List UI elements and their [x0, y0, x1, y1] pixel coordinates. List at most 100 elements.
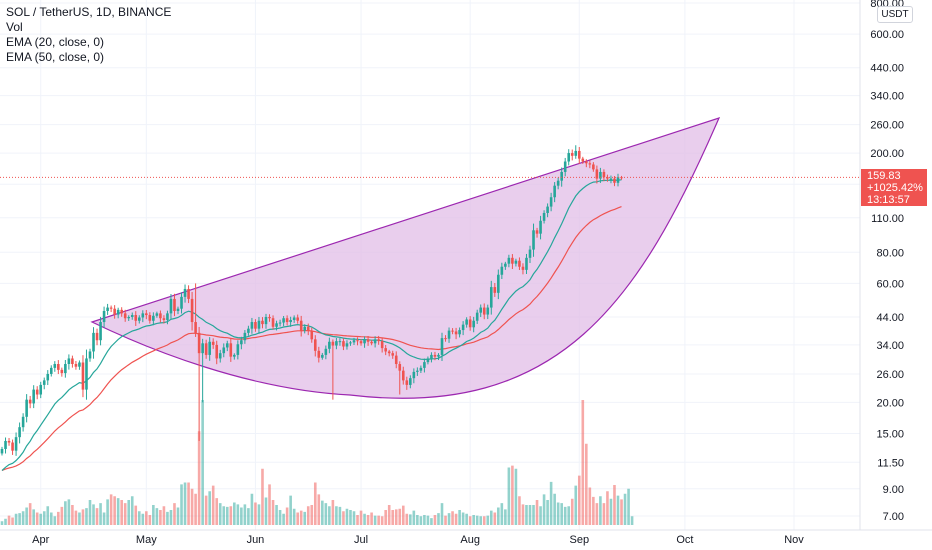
candle-body: [458, 330, 461, 335]
candle-body: [303, 326, 307, 331]
candle-body: [461, 324, 465, 331]
candle-body: [539, 220, 542, 234]
candle-body: [342, 341, 345, 347]
candle-body: [53, 364, 57, 368]
candle-body: [240, 340, 243, 345]
volume-bars: [0, 400, 634, 525]
volume-bar: [606, 491, 609, 525]
candle-body: [116, 309, 120, 315]
candle-body: [518, 260, 521, 267]
candle-body: [190, 298, 194, 323]
volume-bar: [324, 503, 328, 525]
candle-body: [394, 355, 398, 365]
volume-bar: [525, 505, 528, 525]
rounding-bottom-pattern[interactable]: [90, 117, 721, 399]
volume-bar: [141, 513, 145, 525]
candle-body: [152, 315, 155, 321]
currency-button[interactable]: USDT: [877, 6, 913, 23]
ema20-indicator-label[interactable]: EMA (20, close, 0): [6, 35, 105, 49]
volume-bar: [67, 499, 71, 525]
volume-bar: [60, 506, 64, 525]
candle-body: [285, 318, 289, 323]
candle-body: [356, 340, 359, 342]
candle-body: [363, 339, 366, 344]
candle-body: [39, 384, 43, 395]
volume-bar: [11, 517, 14, 525]
volume-bar: [21, 511, 25, 525]
volume-bar: [409, 514, 412, 525]
ema50-indicator-label[interactable]: EMA (50, close, 0): [6, 50, 105, 64]
volume-bar: [482, 516, 486, 525]
candle-body: [581, 158, 585, 162]
volume-bar: [451, 511, 454, 525]
volume-bar: [574, 485, 578, 525]
volume-bar: [599, 496, 602, 525]
candle-body: [595, 169, 599, 179]
volume-bar: [211, 485, 215, 525]
candle-body: [85, 358, 88, 390]
volume-bar: [236, 504, 240, 525]
candle-body: [57, 364, 60, 370]
candle-body: [504, 263, 507, 267]
candle-body: [173, 298, 176, 312]
candle-body: [296, 317, 299, 321]
volume-bar: [479, 516, 483, 525]
y-tick-label: 600.00: [870, 29, 904, 41]
candle-body: [141, 313, 145, 318]
candle-body: [468, 319, 472, 328]
symbol-title[interactable]: SOL / TetherUS, 1D, BINANCE: [6, 5, 172, 19]
candle-body: [109, 307, 113, 309]
volume-bar: [247, 508, 250, 525]
candle-body: [588, 163, 592, 165]
volume-bar: [35, 512, 39, 525]
volume-bar: [518, 496, 521, 525]
candle-body: [233, 354, 236, 357]
volume-bar: [338, 506, 342, 525]
candle-body: [472, 320, 475, 328]
candle-body: [261, 320, 264, 325]
candle-body: [95, 332, 99, 341]
candle-body: [609, 178, 613, 180]
candle-body: [497, 274, 500, 293]
volume-bar: [384, 510, 387, 525]
candle-body: [391, 353, 395, 356]
candle-body: [194, 322, 197, 333]
candle-body: [556, 180, 560, 186]
candle-body: [215, 344, 219, 359]
volume-bar: [28, 503, 32, 525]
volume-bar: [542, 494, 546, 525]
volume-bar: [430, 518, 433, 525]
volume-bar: [423, 515, 426, 525]
vol-indicator-label[interactable]: Vol: [6, 20, 23, 34]
candle-body: [549, 197, 553, 207]
volume-bar: [412, 510, 416, 525]
volume-bar: [394, 509, 398, 525]
volume-bar: [173, 503, 176, 525]
candle-body: [134, 315, 138, 321]
volume-bar: [278, 510, 282, 525]
volume-bar: [162, 506, 166, 525]
volume-bar: [465, 513, 468, 525]
candle-body: [88, 351, 92, 359]
volume-bar: [257, 504, 261, 525]
volume-bar: [500, 503, 504, 525]
volume-bar: [57, 511, 60, 525]
candle-body: [384, 348, 387, 352]
candle-body: [137, 317, 141, 321]
volume-bar: [504, 509, 507, 525]
x-tick-label: Aug: [460, 534, 480, 546]
volume-bar: [39, 513, 43, 525]
candle-body: [345, 343, 349, 347]
volume-bar: [549, 481, 553, 525]
x-tick-label: Apr: [32, 534, 49, 546]
volume-bar: [204, 495, 208, 525]
candle-body: [130, 315, 134, 317]
candle-body: [35, 389, 39, 395]
volume-bar: [187, 482, 190, 525]
candle-body: [113, 308, 116, 315]
volume-bar: [546, 500, 549, 525]
volume-bar: [14, 513, 18, 525]
volume-bar: [602, 503, 606, 525]
volume-bar: [261, 468, 264, 525]
